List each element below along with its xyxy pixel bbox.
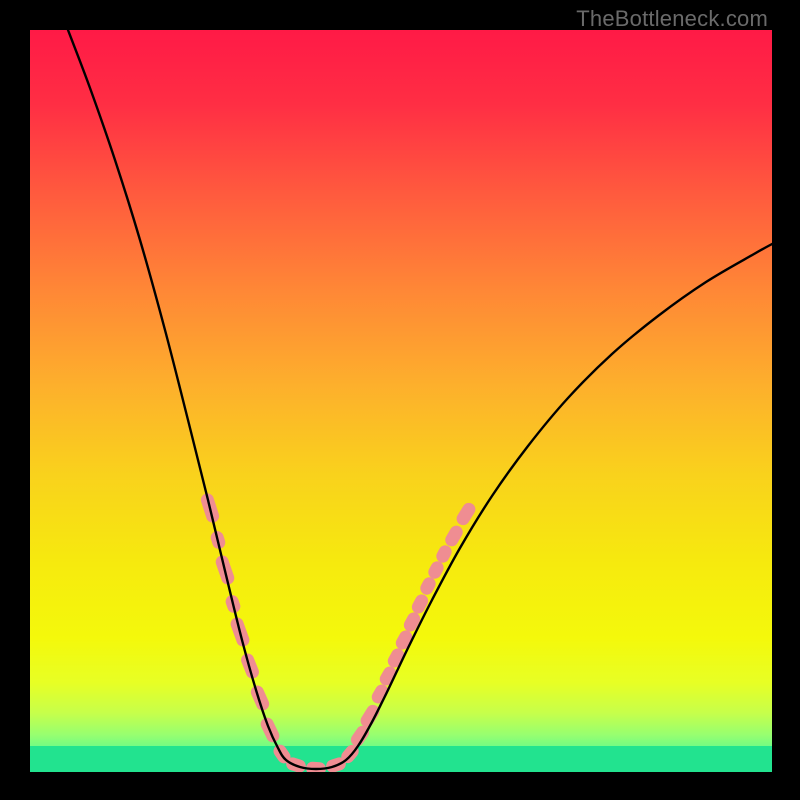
chart-frame: TheBottleneck.com xyxy=(0,0,800,800)
watermark-label: TheBottleneck.com xyxy=(576,6,768,32)
plot-area xyxy=(30,30,772,772)
plot-svg xyxy=(30,30,772,772)
bottom-green-band xyxy=(30,746,772,772)
